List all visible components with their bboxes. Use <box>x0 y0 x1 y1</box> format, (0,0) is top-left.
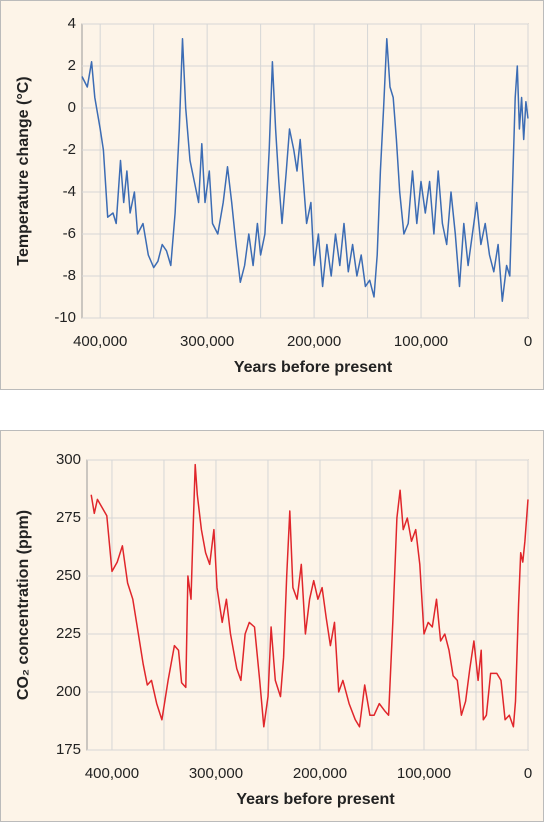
y-tick-label: 275 <box>56 509 81 526</box>
x-tick-label: 400,000 <box>73 333 127 350</box>
y-tick-label: -4 <box>63 183 76 200</box>
x-axis-label: Years before present <box>234 359 393 376</box>
x-axis-label: Years before present <box>236 791 395 808</box>
y-tick-label: -8 <box>63 267 76 284</box>
data-line <box>81 37 529 302</box>
data-line <box>90 463 529 728</box>
x-tick-label: 0 <box>524 765 532 782</box>
y-tick-label: 0 <box>68 99 76 116</box>
y-tick-label: -2 <box>63 141 76 158</box>
x-tick-label: 400,000 <box>85 765 139 782</box>
x-tick-label: 100,000 <box>394 333 448 350</box>
y-tick-label: -6 <box>63 225 76 242</box>
y-tick-label: 200 <box>56 683 81 700</box>
y-tick-label: -10 <box>54 309 76 326</box>
x-tick-label: 100,000 <box>397 765 451 782</box>
y-tick-label: 175 <box>56 741 81 758</box>
y-tick-label: 300 <box>56 451 81 468</box>
y-tick-label: 4 <box>68 15 76 32</box>
x-tick-label: 200,000 <box>287 333 341 350</box>
plot-area <box>86 459 529 751</box>
x-tick-label: 200,000 <box>293 765 347 782</box>
y-tick-label: 225 <box>56 625 81 642</box>
x-tick-label: 300,000 <box>180 333 234 350</box>
x-tick-label: 300,000 <box>189 765 243 782</box>
y-tick-label: 250 <box>56 567 81 584</box>
y-axis-label: CO₂ concentration (ppm) <box>15 510 32 700</box>
y-axis-label: Temperature change (°C) <box>15 76 32 265</box>
y-tick-label: 2 <box>68 57 76 74</box>
x-tick-label: 0 <box>524 333 532 350</box>
